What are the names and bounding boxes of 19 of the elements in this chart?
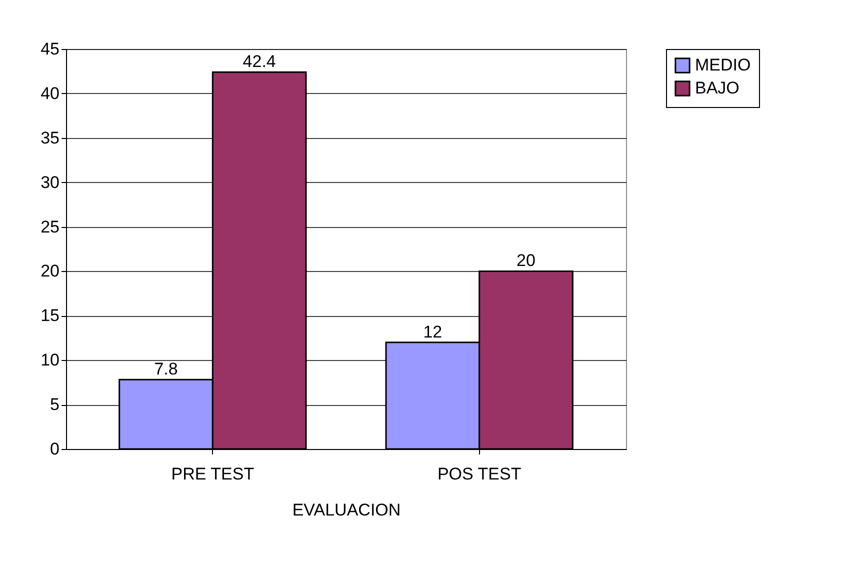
data-label: 7.8 — [154, 360, 178, 379]
y-tick-label: 45 — [40, 40, 60, 58]
x-tick-label: PRE TEST — [171, 464, 254, 484]
legend-label: BAJO — [695, 78, 740, 98]
y-tick-label: 0 — [50, 440, 60, 458]
data-label: 12 — [423, 322, 442, 342]
y-tick-label: 15 — [40, 306, 60, 326]
y-tick-label: 30 — [40, 172, 60, 192]
y-tick-label: 10 — [40, 350, 60, 370]
data-label: 42.4 — [242, 52, 276, 72]
data-label: 20 — [516, 251, 536, 270]
x-tick-label: POS TEST — [437, 464, 522, 484]
legend-label: MEDIO — [695, 56, 751, 74]
y-tick-label: 35 — [40, 128, 60, 148]
x-axis-title: EVALUACION — [292, 500, 401, 520]
y-tick-label: 25 — [40, 217, 60, 236]
y-tick-label: 5 — [50, 395, 60, 414]
y-tick-label: 20 — [40, 262, 60, 281]
y-tick-label: 40 — [40, 84, 60, 103]
